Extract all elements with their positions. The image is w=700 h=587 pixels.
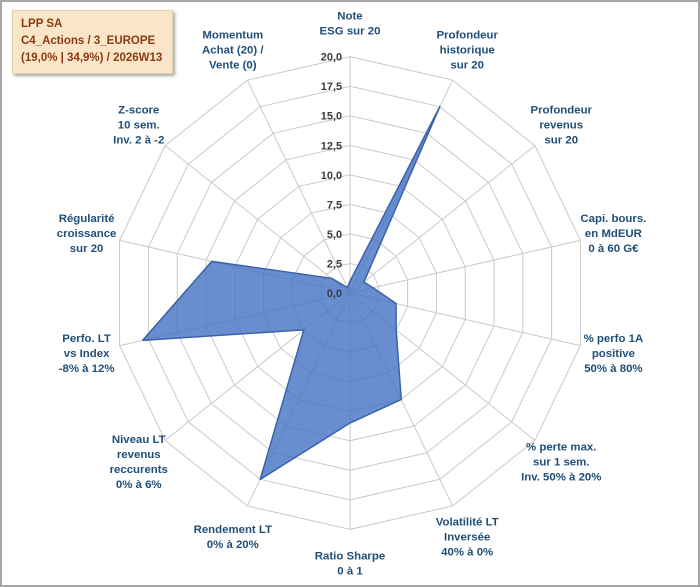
svg-text:17,5: 17,5 — [321, 81, 342, 93]
radar-tick-labels: 0,0 2,5 5,0 7,5 10,0 12,5 15,0 17,5 20,0 — [321, 52, 342, 300]
svg-text:Ratio Sharpe: Ratio Sharpe — [315, 551, 385, 563]
title-line-2: C4_Actions / 3_EUROPE — [21, 35, 156, 47]
svg-text:Vente (0): Vente (0) — [209, 59, 257, 71]
svg-text:croissance: croissance — [57, 228, 117, 240]
svg-text:Inversée: Inversée — [444, 531, 490, 543]
svg-text:2,5: 2,5 — [327, 258, 342, 270]
svg-text:40% à 0%: 40% à 0% — [441, 546, 493, 558]
svg-text:15,0: 15,0 — [321, 111, 342, 123]
radar-series-polygon — [141, 105, 441, 481]
svg-text:Niveau LT: Niveau LT — [112, 434, 166, 446]
svg-text:Régularité: Régularité — [59, 213, 115, 225]
svg-text:revenus: revenus — [117, 449, 161, 461]
svg-text:Inv. 2 à -2: Inv. 2 à -2 — [113, 134, 164, 146]
radar-axis-labels: Note ESG sur 20 Profondeur historique sur 20… — [57, 10, 647, 577]
svg-text:sur 20: sur 20 — [450, 59, 484, 71]
svg-text:en MdEUR: en MdEUR — [585, 228, 642, 240]
title-line-3: (19,0% | 34,9%) / 2026W13 — [21, 52, 163, 64]
svg-text:Profondeur: Profondeur — [436, 30, 498, 42]
svg-text:Profondeur: Profondeur — [531, 105, 593, 117]
svg-text:-8% à 12%: -8% à 12% — [59, 363, 115, 375]
svg-text:5,0: 5,0 — [327, 229, 342, 241]
svg-text:Momentum: Momentum — [202, 30, 263, 42]
svg-text:50% à 80%: 50% à 80% — [584, 363, 642, 375]
svg-text:sur 20: sur 20 — [70, 243, 104, 255]
svg-text:positive: positive — [592, 348, 635, 360]
svg-text:% perte max.: % perte max. — [526, 442, 596, 454]
svg-text:0% à 20%: 0% à 20% — [207, 539, 259, 551]
title-box: LPP SA C4_Actions / 3_EUROPE (19,0% | 34… — [12, 10, 174, 74]
svg-text:10 sem.: 10 sem. — [118, 120, 160, 132]
svg-text:0 à 1: 0 à 1 — [337, 566, 363, 578]
svg-text:Rendement LT: Rendement LT — [194, 524, 272, 536]
svg-text:0,0: 0,0 — [327, 288, 342, 300]
svg-text:historique: historique — [440, 45, 495, 57]
svg-text:Z-score: Z-score — [118, 105, 159, 117]
svg-text:Achat (20) /: Achat (20) / — [202, 45, 264, 57]
svg-text:10,0: 10,0 — [321, 170, 342, 182]
svg-text:7,5: 7,5 — [327, 199, 342, 211]
svg-text:Capi. bours.: Capi. bours. — [580, 213, 646, 225]
svg-text:Volatilité LT: Volatilité LT — [436, 517, 499, 529]
svg-text:Inv. 50% à 20%: Inv. 50% à 20% — [521, 471, 601, 483]
title-line-1: LPP SA — [21, 18, 63, 30]
svg-text:sur 1 sem.: sur 1 sem. — [533, 456, 589, 468]
svg-text:Note: Note — [337, 10, 362, 22]
svg-text:reccurents: reccurents — [110, 464, 168, 476]
svg-text:% perfo 1A: % perfo 1A — [584, 333, 644, 345]
svg-text:20,0: 20,0 — [321, 52, 342, 64]
svg-text:12,5: 12,5 — [321, 140, 342, 152]
svg-text:Perfo. LT: Perfo. LT — [62, 333, 111, 345]
svg-text:ESG sur 20: ESG sur 20 — [320, 25, 381, 37]
svg-text:revenus: revenus — [539, 120, 583, 132]
svg-text:0% à 6%: 0% à 6% — [116, 479, 162, 491]
svg-text:0 à 60 G€: 0 à 60 G€ — [588, 243, 639, 255]
svg-text:vs Index: vs Index — [64, 348, 110, 360]
svg-text:sur 20: sur 20 — [544, 134, 578, 146]
